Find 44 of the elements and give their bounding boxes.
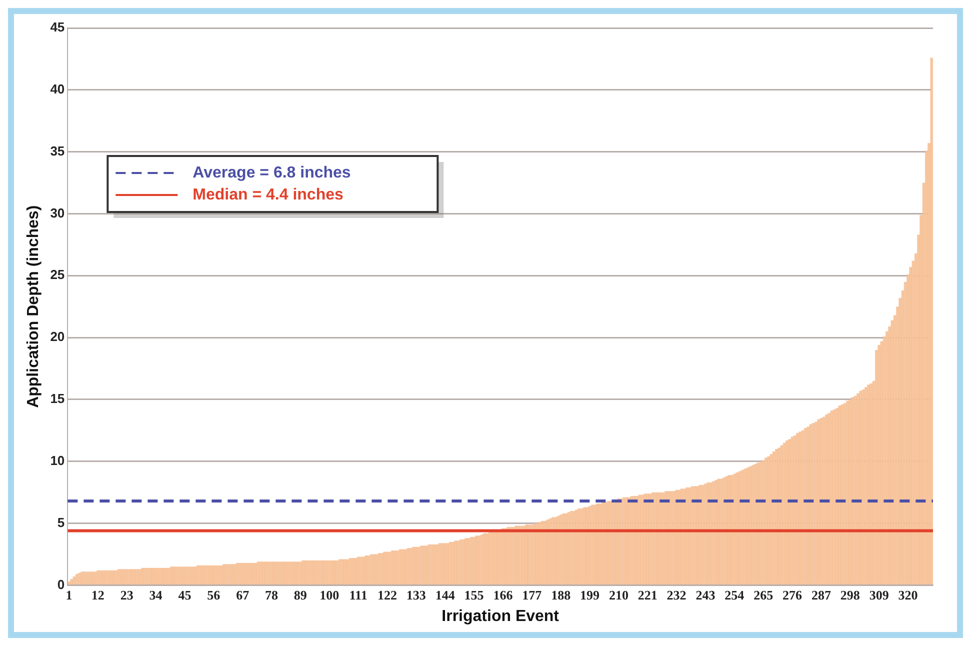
x-tick-label: 78	[265, 587, 278, 602]
x-tick-label: 67	[236, 587, 250, 602]
y-tick-label: 20	[50, 329, 65, 344]
x-tick-label: 34	[149, 587, 163, 602]
x-tick-label: 45	[178, 587, 192, 602]
x-tick-label: 166	[493, 587, 514, 602]
x-tick-label: 254	[724, 587, 745, 602]
x-axis-title: Irrigation Event	[442, 608, 560, 625]
x-tick-label: 144	[435, 587, 456, 602]
x-tick-label: 243	[696, 587, 716, 602]
y-tick-label: 45	[50, 20, 65, 35]
x-tick-label: 298	[840, 587, 860, 602]
x-tick-label: 122	[377, 587, 397, 602]
x-tick-label: 12	[91, 587, 104, 602]
y-axis-title: Application Depth (inches)	[25, 205, 42, 408]
x-tick-label: 1	[66, 587, 72, 602]
x-tick-label: 232	[666, 587, 686, 602]
y-tick-label: 10	[50, 452, 65, 468]
legend-label: Median = 4.4 inches	[192, 186, 344, 204]
legend-label: Average = 6.8 inches	[192, 164, 351, 182]
x-tick-label: 221	[638, 587, 658, 602]
x-tick-label: 210	[608, 587, 628, 602]
x-tick-label: 133	[406, 587, 426, 602]
x-tick-label: 100	[320, 587, 340, 602]
x-tick-label: 155	[464, 587, 484, 602]
y-tick-label: 25	[50, 267, 65, 282]
y-tick-label: 40	[50, 81, 65, 96]
y-tick-label: 5	[57, 514, 65, 530]
x-tick-label: 188	[551, 587, 572, 602]
y-tick-label: 0	[57, 576, 65, 592]
y-tick-label: 35	[50, 143, 65, 158]
x-tick-label: 265	[754, 587, 774, 602]
x-tick-label: 276	[782, 587, 803, 602]
x-tick-label: 199	[580, 587, 600, 602]
x-tick-label: 287	[811, 587, 832, 602]
x-tick-label: 111	[349, 587, 368, 602]
x-tick-label: 320	[898, 587, 918, 602]
x-tick-label: 177	[522, 587, 542, 602]
x-tick-label: 309	[869, 587, 890, 602]
y-tick-label: 15	[50, 391, 65, 406]
x-tick-label: 23	[120, 587, 134, 602]
x-tick-label: 56	[207, 587, 221, 602]
y-tick-label: 30	[50, 205, 65, 220]
x-tick-label: 89	[294, 587, 308, 602]
